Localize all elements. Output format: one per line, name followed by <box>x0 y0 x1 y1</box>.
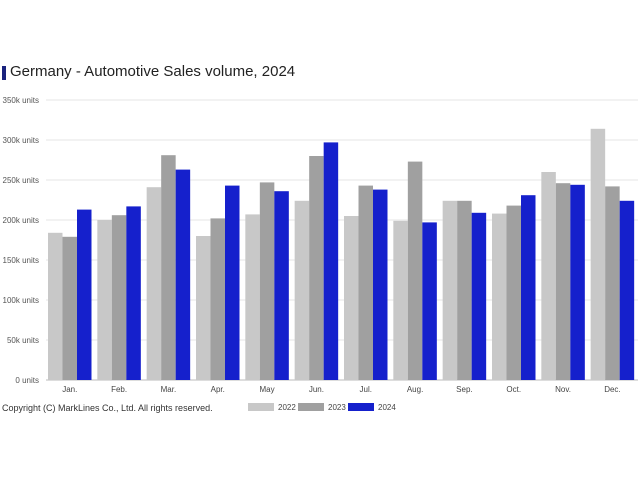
bar-2024-dec[interactable] <box>619 200 635 380</box>
bar-2024-nov[interactable] <box>570 184 585 380</box>
bar-2023-jul[interactable] <box>358 185 374 380</box>
bar-2023-feb[interactable] <box>111 215 127 380</box>
bar-2024-aug[interactable] <box>422 222 437 380</box>
bar-2023-oct[interactable] <box>506 205 522 380</box>
x-axis: Jan. Feb. Mar. Apr. May Jun. Jul. Aug. Sep. Oct. N… <box>62 385 620 394</box>
bar-2022-mar[interactable] <box>146 187 162 380</box>
x-tick-label: Jul. <box>360 385 372 394</box>
bar-2023-jun[interactable] <box>309 156 324 380</box>
legend-swatch-2023[interactable] <box>298 403 324 411</box>
y-axis: 0 units 50k units 100k units 150k units 200k… <box>3 96 39 385</box>
chart-title: Germany - Automotive Sales volume, 2024 <box>10 63 296 80</box>
x-tick-label: Jun. <box>309 385 324 394</box>
bar-2024-mar[interactable] <box>175 169 191 380</box>
x-tick-label: Aug. <box>407 385 423 394</box>
y-tick-label: 200k units <box>3 216 39 225</box>
bar-2022-jul[interactable] <box>344 216 359 380</box>
bar-2022-feb[interactable] <box>97 220 112 380</box>
legend-label-2022[interactable]: 2022 <box>278 403 296 412</box>
x-tick-label: Nov. <box>555 385 571 394</box>
bar-2023-may[interactable] <box>259 182 275 380</box>
y-tick-label: 350k units <box>3 96 39 105</box>
x-tick-label: May <box>260 385 275 394</box>
bar-2024-may[interactable] <box>274 191 289 380</box>
legend-swatch-2022[interactable] <box>248 403 274 411</box>
bar-2023-nov[interactable] <box>555 183 571 380</box>
bar-2022-jun[interactable] <box>294 200 310 380</box>
bars-group <box>48 128 635 380</box>
bar-2024-jan[interactable] <box>77 209 92 380</box>
x-tick-label: Jan. <box>62 385 77 394</box>
bar-2024-feb[interactable] <box>126 206 141 380</box>
bar-2023-sep[interactable] <box>457 200 472 380</box>
bar-2024-jun[interactable] <box>323 142 339 380</box>
legend-label-2024[interactable]: 2024 <box>378 403 396 412</box>
legend-swatch-2024[interactable] <box>348 403 374 411</box>
copyright-text: Copyright (C) MarkLines Co., Ltd. All ri… <box>2 403 213 413</box>
bar-2024-jul[interactable] <box>373 189 388 380</box>
y-tick-label: 50k units <box>7 336 39 345</box>
x-tick-label: Oct. <box>506 385 521 394</box>
bar-2023-dec[interactable] <box>605 186 620 380</box>
bar-2022-may[interactable] <box>245 214 260 380</box>
y-tick-label: 250k units <box>3 176 39 185</box>
y-tick-label: 0 units <box>15 376 39 385</box>
bar-2023-mar[interactable] <box>161 155 176 380</box>
legend[interactable]: 2022 2023 2024 <box>248 403 396 412</box>
bar-2023-jan[interactable] <box>62 236 78 380</box>
legend-label-2023[interactable]: 2023 <box>328 403 346 412</box>
y-tick-label: 100k units <box>3 296 39 305</box>
bar-2022-apr[interactable] <box>196 236 211 380</box>
x-tick-label: Mar. <box>161 385 177 394</box>
title-accent-bar <box>2 66 6 80</box>
bar-2024-apr[interactable] <box>225 185 240 380</box>
bar-2022-jan[interactable] <box>48 232 63 380</box>
bar-2022-nov[interactable] <box>541 172 556 380</box>
bar-2023-apr[interactable] <box>210 218 226 380</box>
bar-2022-oct[interactable] <box>492 213 507 380</box>
x-tick-label: Sep. <box>456 385 472 394</box>
bar-2024-sep[interactable] <box>471 212 487 380</box>
x-tick-label: Dec. <box>604 385 620 394</box>
x-tick-label: Apr. <box>211 385 225 394</box>
bar-2022-sep[interactable] <box>442 200 458 380</box>
grid-lines <box>46 99 638 381</box>
bar-2022-aug[interactable] <box>393 220 408 380</box>
x-tick-label: Feb. <box>111 385 127 394</box>
bar-2022-dec[interactable] <box>590 128 606 380</box>
y-tick-label: 150k units <box>3 256 39 265</box>
bar-2023-aug[interactable] <box>407 161 423 380</box>
y-tick-label: 300k units <box>3 136 39 145</box>
bar-2024-oct[interactable] <box>521 195 536 380</box>
